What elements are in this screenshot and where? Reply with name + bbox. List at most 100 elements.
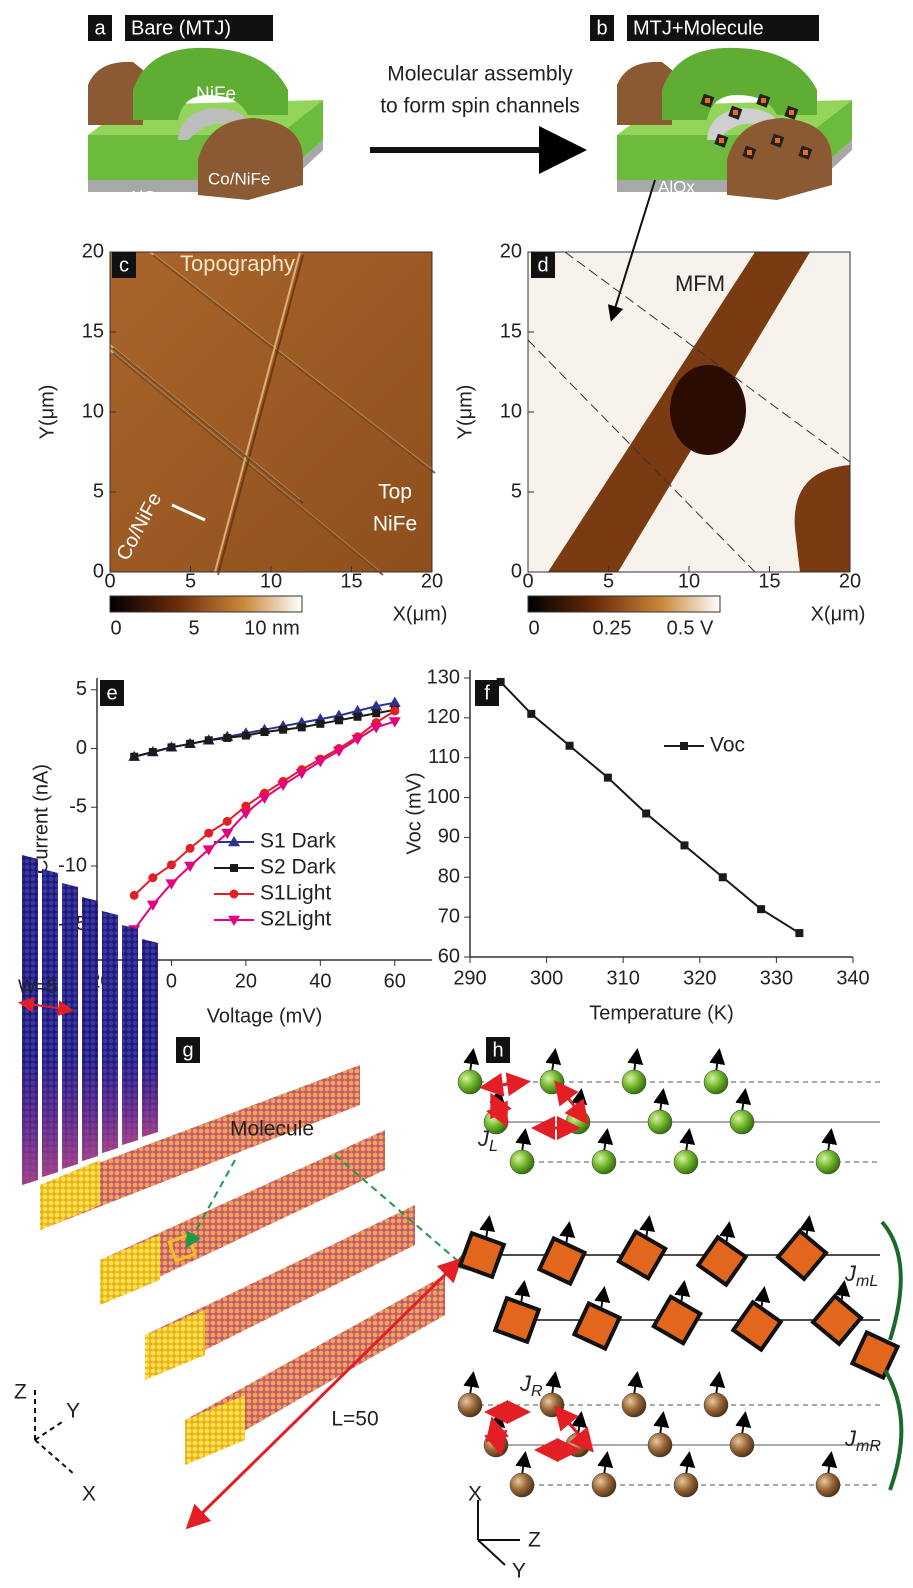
- coupling-label: JR: [519, 1371, 543, 1400]
- x-tick-label: 320: [683, 967, 716, 989]
- coupling-symbol: J: [477, 1126, 490, 1151]
- coupling-arrow: [486, 1092, 512, 1128]
- spin-sphere: [621, 1392, 647, 1418]
- arrow-text: to form spin channels: [380, 95, 580, 118]
- molecule-square: [571, 1300, 623, 1352]
- spin-arrow: [514, 1280, 531, 1305]
- y-tick-label: 20: [500, 240, 522, 262]
- x-tick-label: 300: [530, 967, 563, 989]
- dashed-line: [527, 339, 756, 573]
- spin-sphere: [647, 1432, 673, 1458]
- spin-sphere: [621, 1069, 647, 1095]
- spin-sphere: [815, 1149, 841, 1175]
- panel-label-box: [112, 252, 136, 278]
- legend-label: S2 Dark: [260, 856, 336, 879]
- molecule-pointer: [334, 1154, 470, 1271]
- data-point: [165, 879, 178, 890]
- coupling-symbol: J: [844, 1261, 857, 1286]
- molecule-square: [730, 1299, 784, 1353]
- spin-arrow: [653, 1411, 670, 1436]
- spin-arrow: [679, 1451, 696, 1476]
- y-axis-label: Y(μm): [36, 385, 58, 440]
- spin-strip: [100, 1130, 385, 1305]
- data-point: [314, 757, 327, 768]
- coupling-symbol: J: [844, 1426, 857, 1451]
- data-point: [372, 709, 381, 718]
- x-axis-label: X(μm): [811, 603, 866, 625]
- x-tick-label: 15: [758, 570, 780, 592]
- spin-sphere: [673, 1472, 699, 1498]
- y-tick-label: 10: [500, 400, 522, 422]
- spin-strip-edge: [40, 1160, 100, 1230]
- data-point: [204, 736, 213, 745]
- colorbar-label: 0: [110, 617, 121, 639]
- data-point: [130, 752, 139, 761]
- axis-name: Y: [66, 1400, 80, 1423]
- edge-line: [214, 251, 301, 573]
- spin-arrow: [479, 1215, 496, 1240]
- molecule-square: [457, 1230, 507, 1280]
- molecule-square: [775, 1228, 829, 1282]
- legend-marker: [230, 864, 238, 872]
- spin-sphere: [703, 1069, 729, 1095]
- spin-arrow: [571, 1088, 588, 1113]
- x-tick-label: 5: [603, 570, 614, 592]
- spin-arrow: [463, 1048, 480, 1073]
- coupling-subscript: L: [489, 1138, 498, 1155]
- barrier: [178, 108, 248, 140]
- x-tick-label: 310: [607, 967, 640, 989]
- x-tick-label: 60: [384, 970, 406, 992]
- data-point: [603, 773, 612, 782]
- x-tick-label: 290: [453, 967, 486, 989]
- spin-sphere: [509, 1149, 535, 1175]
- coupling-label: JL: [477, 1126, 498, 1155]
- y-tick-label: 0: [93, 560, 104, 582]
- data-point: [642, 809, 651, 818]
- pointer-arrow: [607, 179, 656, 322]
- panel-label-box: [475, 680, 499, 706]
- colorbar-label: 10 nm: [244, 617, 300, 639]
- molecule-core: [719, 138, 724, 143]
- x-axis-label: Temperature (K): [589, 1002, 734, 1024]
- left-electrode: [617, 61, 672, 125]
- x-tick-label: 330: [760, 967, 793, 989]
- data-point: [390, 706, 400, 716]
- spin-arrow: [559, 1221, 576, 1246]
- x-tick-label: 10: [678, 570, 700, 592]
- panel-title: Bare (MTJ): [131, 17, 231, 39]
- spin-strip-edge: [100, 1235, 160, 1305]
- molecule-square: [849, 1329, 901, 1381]
- molecule-square: [651, 1294, 703, 1346]
- bottom-electrode: [198, 118, 303, 200]
- colorbar-label: 0.25: [593, 617, 632, 639]
- data-point: [258, 793, 271, 804]
- x-tick-label: 0: [166, 970, 177, 992]
- image-title: Topography: [180, 251, 295, 276]
- colorbar-label: 0: [528, 617, 539, 639]
- molecule-square: [695, 1234, 749, 1288]
- data-point: [241, 801, 251, 811]
- panel-label: a: [94, 17, 106, 39]
- data-point: [148, 873, 158, 883]
- coupling-arrow: [479, 1072, 531, 1097]
- x-axis-label: Voltage (mV): [207, 1005, 323, 1027]
- legend-label: S1 Dark: [260, 830, 336, 853]
- molecule-core: [761, 98, 766, 103]
- spin-arrow: [653, 1088, 670, 1113]
- x-tick-label: 5: [185, 570, 196, 592]
- panel-label: h: [492, 1039, 503, 1061]
- data-point: [527, 709, 536, 718]
- data-point: [221, 828, 234, 840]
- data-point: [185, 843, 195, 853]
- top-electrode: [662, 47, 817, 120]
- x-tick-label: 15: [340, 570, 362, 592]
- annotation: Top: [378, 481, 412, 504]
- spin-sphere: [457, 1069, 483, 1095]
- spin-column-fade: [62, 883, 78, 1169]
- molecule-core: [705, 98, 710, 103]
- data-point: [129, 890, 139, 900]
- y-tick-label: 90: [438, 826, 460, 848]
- axis-name: Z: [528, 1529, 541, 1552]
- annotation-arrow: [171, 503, 206, 522]
